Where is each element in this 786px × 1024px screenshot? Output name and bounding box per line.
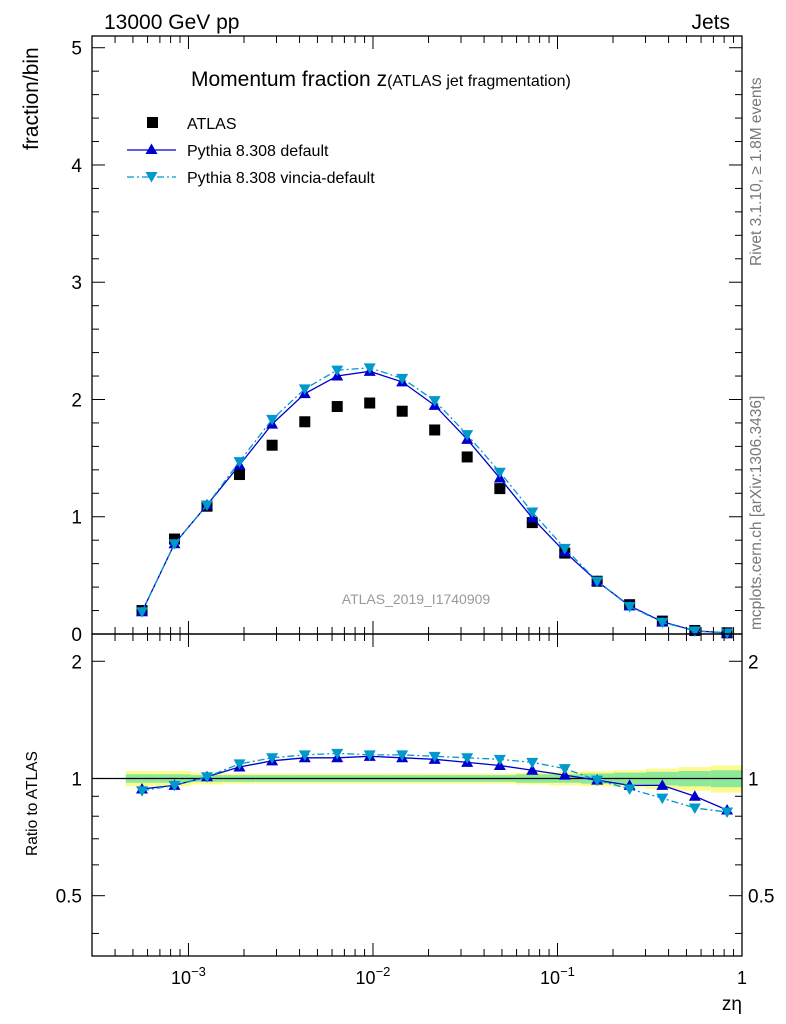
chart-title-main: Momentum fraction z	[191, 68, 387, 91]
legend-label-default: Pythia 8.308 default	[187, 143, 329, 160]
axis-tick-labels: 10−3 10−2 10−1 1 0 1 2 3 4 5 0.5 0.5 1 1 2 2	[56, 39, 775, 988]
pythia-vincia-point	[200, 500, 213, 512]
pythia-vincia-point	[623, 601, 636, 613]
rivet-label: Rivet 3.1.10, ≥ 1.8M events	[748, 77, 765, 266]
x-tick-label: 1	[737, 968, 747, 988]
pythia-vincia-point	[428, 396, 441, 407]
atlas-point	[429, 424, 441, 436]
bottom-panel-frame	[91, 633, 743, 957]
header-left: 13000 GeV pp	[104, 11, 239, 34]
top-y-tick-label: 0	[71, 625, 82, 646]
ratio-vincia-point	[428, 751, 441, 763]
ratio-vincia-point	[200, 772, 213, 783]
ratio-vincia-point	[331, 748, 344, 760]
x-tick-label: 10−2	[356, 964, 391, 988]
ratio-vincia-point	[396, 750, 409, 761]
atlas-point	[364, 397, 376, 409]
pythia-vincia-point	[461, 430, 474, 441]
legend-label-vincia: Pythia 8.308 vincia-default	[187, 170, 375, 187]
ratio-default-point	[526, 764, 539, 775]
pythia-vincia-point	[396, 373, 409, 385]
legend-label-atlas: ATLAS	[187, 116, 237, 133]
atlas-point	[299, 416, 311, 428]
ratio-vincia-point	[461, 753, 474, 764]
atlas-point	[396, 405, 408, 417]
pythia-vincia-point	[298, 384, 311, 395]
bottom-y-axis-title: Ratio to ATLAS	[24, 751, 41, 856]
bottom-panel-series	[136, 748, 734, 819]
top-y-tick-label: 1	[71, 508, 82, 529]
ratio-vincia-point	[656, 793, 669, 805]
pythia-vincia-point	[688, 626, 701, 637]
pythia-vincia-point	[591, 576, 604, 588]
ratio-vincia-point	[233, 759, 246, 770]
top-y-tick-label: 3	[71, 273, 82, 294]
pythia-vincia-point	[266, 414, 279, 426]
top-y-tick-label: 2	[71, 390, 82, 411]
atlas-point	[233, 469, 245, 481]
pythia-vincia-point	[331, 365, 344, 377]
bottom-y-tick-label-left: 1	[71, 769, 82, 790]
ratio-vincia-point	[363, 750, 376, 761]
bottom-y-tick-label-right: 2	[748, 652, 759, 673]
mcplots-label: mcplots.cern.ch [arXiv:1306.3436]	[748, 396, 765, 630]
bottom-y-tick-label-left: 0.5	[56, 887, 82, 908]
chart-title: Momentum fraction z(ATLAS jet fragmentat…	[191, 68, 571, 91]
ratio-default-point	[656, 779, 669, 790]
top-y-tick-label: 5	[71, 39, 82, 60]
bottom-y-tick-label-right: 0.5	[748, 887, 774, 908]
atlas-point	[266, 439, 278, 451]
legend-marker-vincia	[145, 172, 158, 183]
pythia-vincia-point	[136, 607, 149, 618]
pythia-vincia-point	[363, 363, 376, 374]
atlas-point	[526, 517, 538, 529]
pythia-vincia-point	[233, 457, 246, 468]
pythia-vincia-point	[493, 467, 506, 479]
atlas-point	[461, 451, 473, 463]
analysis-watermark: ATLAS_2019_I1740909	[342, 591, 491, 607]
ratio-vincia-point	[493, 754, 506, 766]
legend-marker-atlas	[147, 117, 158, 128]
legend: ATLAS Pythia 8.308 default Pythia 8.308 …	[127, 116, 375, 187]
ratio-vincia-point	[558, 764, 571, 775]
top-panel-series	[136, 363, 734, 640]
ratio-vincia-point	[136, 786, 149, 797]
bottom-y-tick-label-right: 1	[748, 769, 759, 790]
chart-title-sub: (ATLAS jet fragmentation)	[387, 73, 571, 90]
top-y-tick-label: 4	[71, 156, 82, 177]
pythia-vincia-point	[656, 617, 669, 629]
ratio-vincia-point	[591, 775, 604, 787]
top-y-axis-title: fraction/bin	[20, 47, 43, 150]
x-tick-label: 10−1	[540, 964, 575, 988]
legend-marker-default	[145, 143, 158, 154]
atlas-point	[331, 401, 343, 413]
bottom-y-tick-label-left: 2	[71, 652, 82, 673]
header-right: Jets	[691, 11, 730, 34]
pythia-vincia-point	[558, 543, 571, 555]
ratio-vincia-point	[266, 753, 279, 764]
ratio-vincia-point	[298, 750, 311, 761]
pythia-vincia-point	[526, 507, 539, 519]
ratio-default-point	[688, 790, 701, 801]
x-axis-title: zη	[722, 994, 742, 1015]
ratio-vincia-point	[526, 757, 539, 769]
ratio-vincia-point	[688, 803, 701, 814]
ratio-vincia-point	[721, 807, 734, 819]
atlas-point	[494, 483, 506, 495]
pythia-vincia-point	[168, 539, 181, 550]
ratio-vincia-point	[168, 780, 181, 792]
ratio-vincia-point	[623, 784, 636, 795]
x-tick-label: 10−3	[171, 964, 206, 988]
